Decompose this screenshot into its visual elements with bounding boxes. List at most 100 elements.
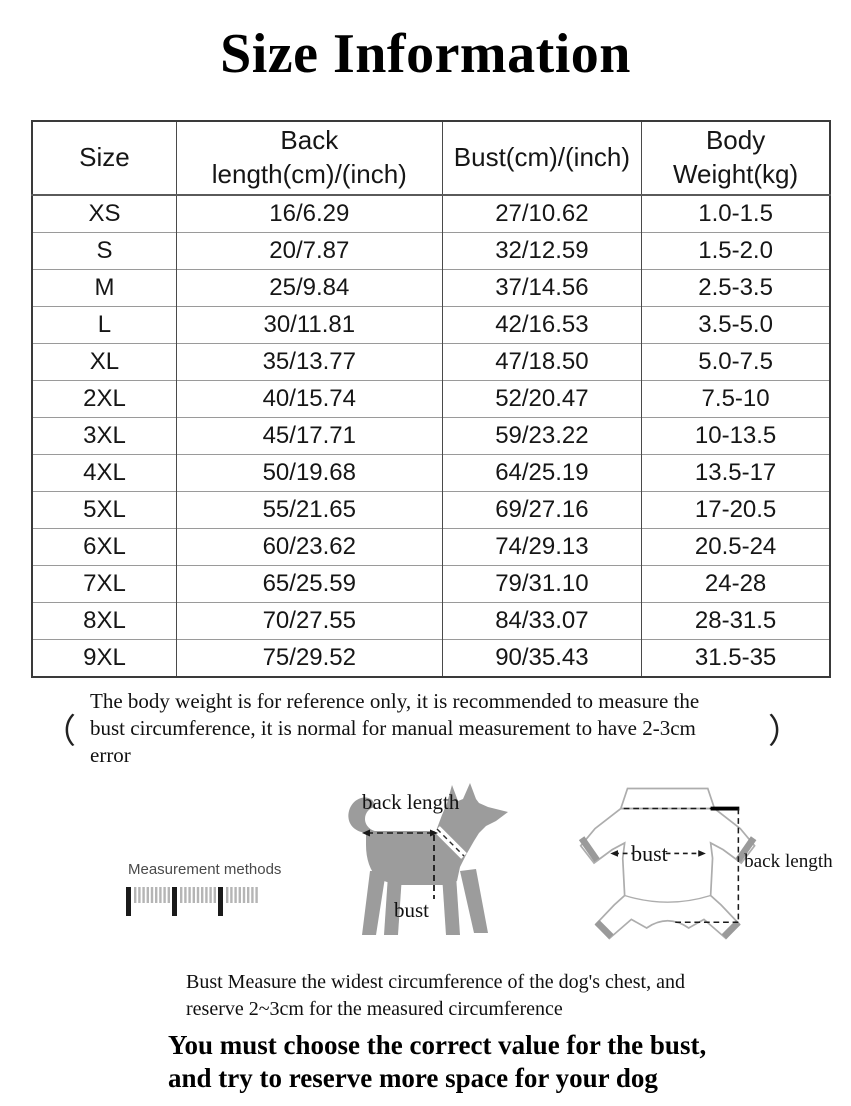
table-row: M 25/9.84 37/14.56 2.5-3.5 bbox=[32, 268, 830, 307]
garment-cuff bbox=[721, 919, 741, 939]
page-title: Size Information bbox=[220, 23, 631, 85]
weight-note: （ The body weight is for reference only,… bbox=[36, 688, 808, 769]
table-cell: 3.5-5.0 bbox=[641, 305, 830, 344]
dog-leg bbox=[362, 870, 386, 935]
size-table-body: XS 16/6.29 27/10.62 1.0-1.5 S 20/7.87 32/12.59… bbox=[32, 194, 830, 677]
table-cell: 27/10.62 bbox=[441, 194, 642, 233]
table-cell: 74/29.13 bbox=[441, 527, 642, 566]
size-information-page: { "title": "Size Information", "table": … bbox=[0, 23, 851, 1106]
weight-note-line: bust circumference, it is normal for man… bbox=[90, 715, 696, 740]
dog-collar-dash bbox=[436, 828, 465, 857]
table-cell: 60/23.62 bbox=[175, 527, 443, 566]
table-cell: L bbox=[32, 305, 177, 344]
arrow-right-icon bbox=[698, 849, 706, 857]
table-cell: 25/9.84 bbox=[175, 268, 443, 307]
close-paren: ） bbox=[768, 713, 802, 751]
table-row: 5XL 55/21.65 69/27.16 17-20.5 bbox=[32, 490, 830, 529]
dog-leg bbox=[460, 868, 488, 933]
bust-measure-line: reserve 2~3cm for the measured circumfer… bbox=[186, 997, 563, 1020]
measurement-methods-label: Measurement methods bbox=[128, 860, 282, 878]
table-cell: 47/18.50 bbox=[441, 342, 642, 381]
column-header: Size bbox=[32, 120, 177, 196]
table-cell: 7XL bbox=[32, 564, 177, 603]
table-cell: S bbox=[32, 231, 177, 270]
arrow-left-icon bbox=[610, 849, 618, 857]
column-header: Body Weight(kg) bbox=[641, 120, 830, 196]
dog-bust-label: bust bbox=[394, 898, 429, 922]
arrow-right-icon bbox=[430, 829, 438, 837]
size-table-head-row: Size Back length(cm)/(inch) Bust(cm)/(inch… bbox=[32, 120, 830, 196]
table-cell: 65/25.59 bbox=[175, 564, 443, 603]
table-cell: 1.0-1.5 bbox=[641, 194, 830, 233]
bust-measure-line: Bust Measure the widest circumference of… bbox=[186, 970, 685, 993]
garment-back-length-label: back length bbox=[744, 850, 833, 871]
table-cell: 9XL bbox=[32, 638, 177, 677]
table-cell: 40/15.74 bbox=[175, 379, 443, 418]
weight-note-line: The body weight is for reference only, i… bbox=[90, 688, 700, 713]
table-row: 3XL 45/17.71 59/23.22 10-13.5 bbox=[32, 416, 830, 455]
table-cell: 28-31.5 bbox=[641, 601, 830, 640]
table-cell: 70/27.55 bbox=[175, 601, 443, 640]
table-cell: 7.5-10 bbox=[641, 379, 830, 418]
table-cell: 32/12.59 bbox=[441, 231, 642, 270]
table-cell: 3XL bbox=[32, 416, 177, 455]
garment-measurement-diagram: bust back length bbox=[578, 787, 833, 940]
bust-warning-line: and try to reserve more space for your d… bbox=[168, 1062, 658, 1093]
table-cell: 8XL bbox=[32, 601, 177, 640]
table-cell: 84/33.07 bbox=[441, 601, 642, 640]
table-cell: 10-13.5 bbox=[641, 416, 830, 455]
table-cell: 35/13.77 bbox=[175, 342, 443, 381]
garment-cuff bbox=[578, 835, 600, 862]
table-row: 8XL 70/27.55 84/33.07 28-31.5 bbox=[32, 601, 830, 640]
garment-hip-seam bbox=[624, 894, 711, 903]
table-row: XL 35/13.77 47/18.50 5.0-7.5 bbox=[32, 342, 830, 381]
open-paren: （ bbox=[42, 713, 76, 751]
table-cell: 30/11.81 bbox=[175, 305, 443, 344]
table-row: 2XL 40/15.74 52/20.47 7.5-10 bbox=[32, 379, 830, 418]
garment-bust-label: bust bbox=[631, 841, 668, 866]
ruler-icon bbox=[126, 886, 258, 916]
table-cell: 6XL bbox=[32, 527, 177, 566]
measurement-diagram: Measurement methods bbox=[0, 773, 851, 953]
weight-note-text: The body weight is for reference only, i… bbox=[82, 688, 762, 769]
table-cell: 2XL bbox=[32, 379, 177, 418]
table-cell: 4XL bbox=[32, 453, 177, 492]
table-cell: 37/14.56 bbox=[441, 268, 642, 307]
table-cell: 24-28 bbox=[641, 564, 830, 603]
table-cell: 50/19.68 bbox=[175, 453, 443, 492]
table-cell: 31.5-35 bbox=[641, 638, 830, 677]
table-cell: 1.5-2.0 bbox=[641, 231, 830, 270]
arrow-left-icon bbox=[362, 829, 370, 837]
table-cell: M bbox=[32, 268, 177, 307]
table-cell: 20/7.87 bbox=[175, 231, 443, 270]
table-cell: 5.0-7.5 bbox=[641, 342, 830, 381]
table-row: 6XL 60/23.62 74/29.13 20.5-24 bbox=[32, 527, 830, 566]
table-cell: 2.5-3.5 bbox=[641, 268, 830, 307]
column-header: Bust(cm)/(inch) bbox=[441, 120, 642, 196]
table-cell: 42/16.53 bbox=[441, 305, 642, 344]
table-row: 9XL 75/29.52 90/35.43 31.5-35 bbox=[32, 638, 830, 677]
bust-measure-note: Bust Measure the widest circumference of… bbox=[186, 969, 851, 1023]
dog-measurement-diagram: back length bust bbox=[348, 782, 508, 935]
size-table: Size Back length(cm)/(inch) Bust(cm)/(inch… bbox=[31, 119, 831, 678]
table-cell: 17-20.5 bbox=[641, 490, 830, 529]
table-cell: 5XL bbox=[32, 490, 177, 529]
table-cell: 90/35.43 bbox=[441, 638, 642, 677]
bust-warning-line: You must choose the correct value for th… bbox=[168, 1029, 707, 1060]
bust-warning: You must choose the correct value for th… bbox=[168, 1029, 851, 1095]
dog-leg bbox=[442, 874, 460, 935]
table-cell: 45/17.71 bbox=[175, 416, 443, 455]
table-cell: 59/23.22 bbox=[441, 416, 642, 455]
table-row: L 30/11.81 42/16.53 3.5-5.0 bbox=[32, 305, 830, 344]
garment-body bbox=[579, 807, 756, 940]
table-row: 4XL 50/19.68 64/25.19 13.5-17 bbox=[32, 453, 830, 492]
table-cell: XS bbox=[32, 194, 177, 233]
table-cell: 52/20.47 bbox=[441, 379, 642, 418]
table-row: S 20/7.87 32/12.59 1.5-2.0 bbox=[32, 231, 830, 270]
table-cell: XL bbox=[32, 342, 177, 381]
garment-collar bbox=[619, 787, 716, 809]
garment-cuff bbox=[594, 919, 614, 939]
table-row: XS 16/6.29 27/10.62 1.0-1.5 bbox=[32, 194, 830, 233]
table-row: 7XL 65/25.59 79/31.10 24-28 bbox=[32, 564, 830, 603]
table-cell: 55/21.65 bbox=[175, 490, 443, 529]
